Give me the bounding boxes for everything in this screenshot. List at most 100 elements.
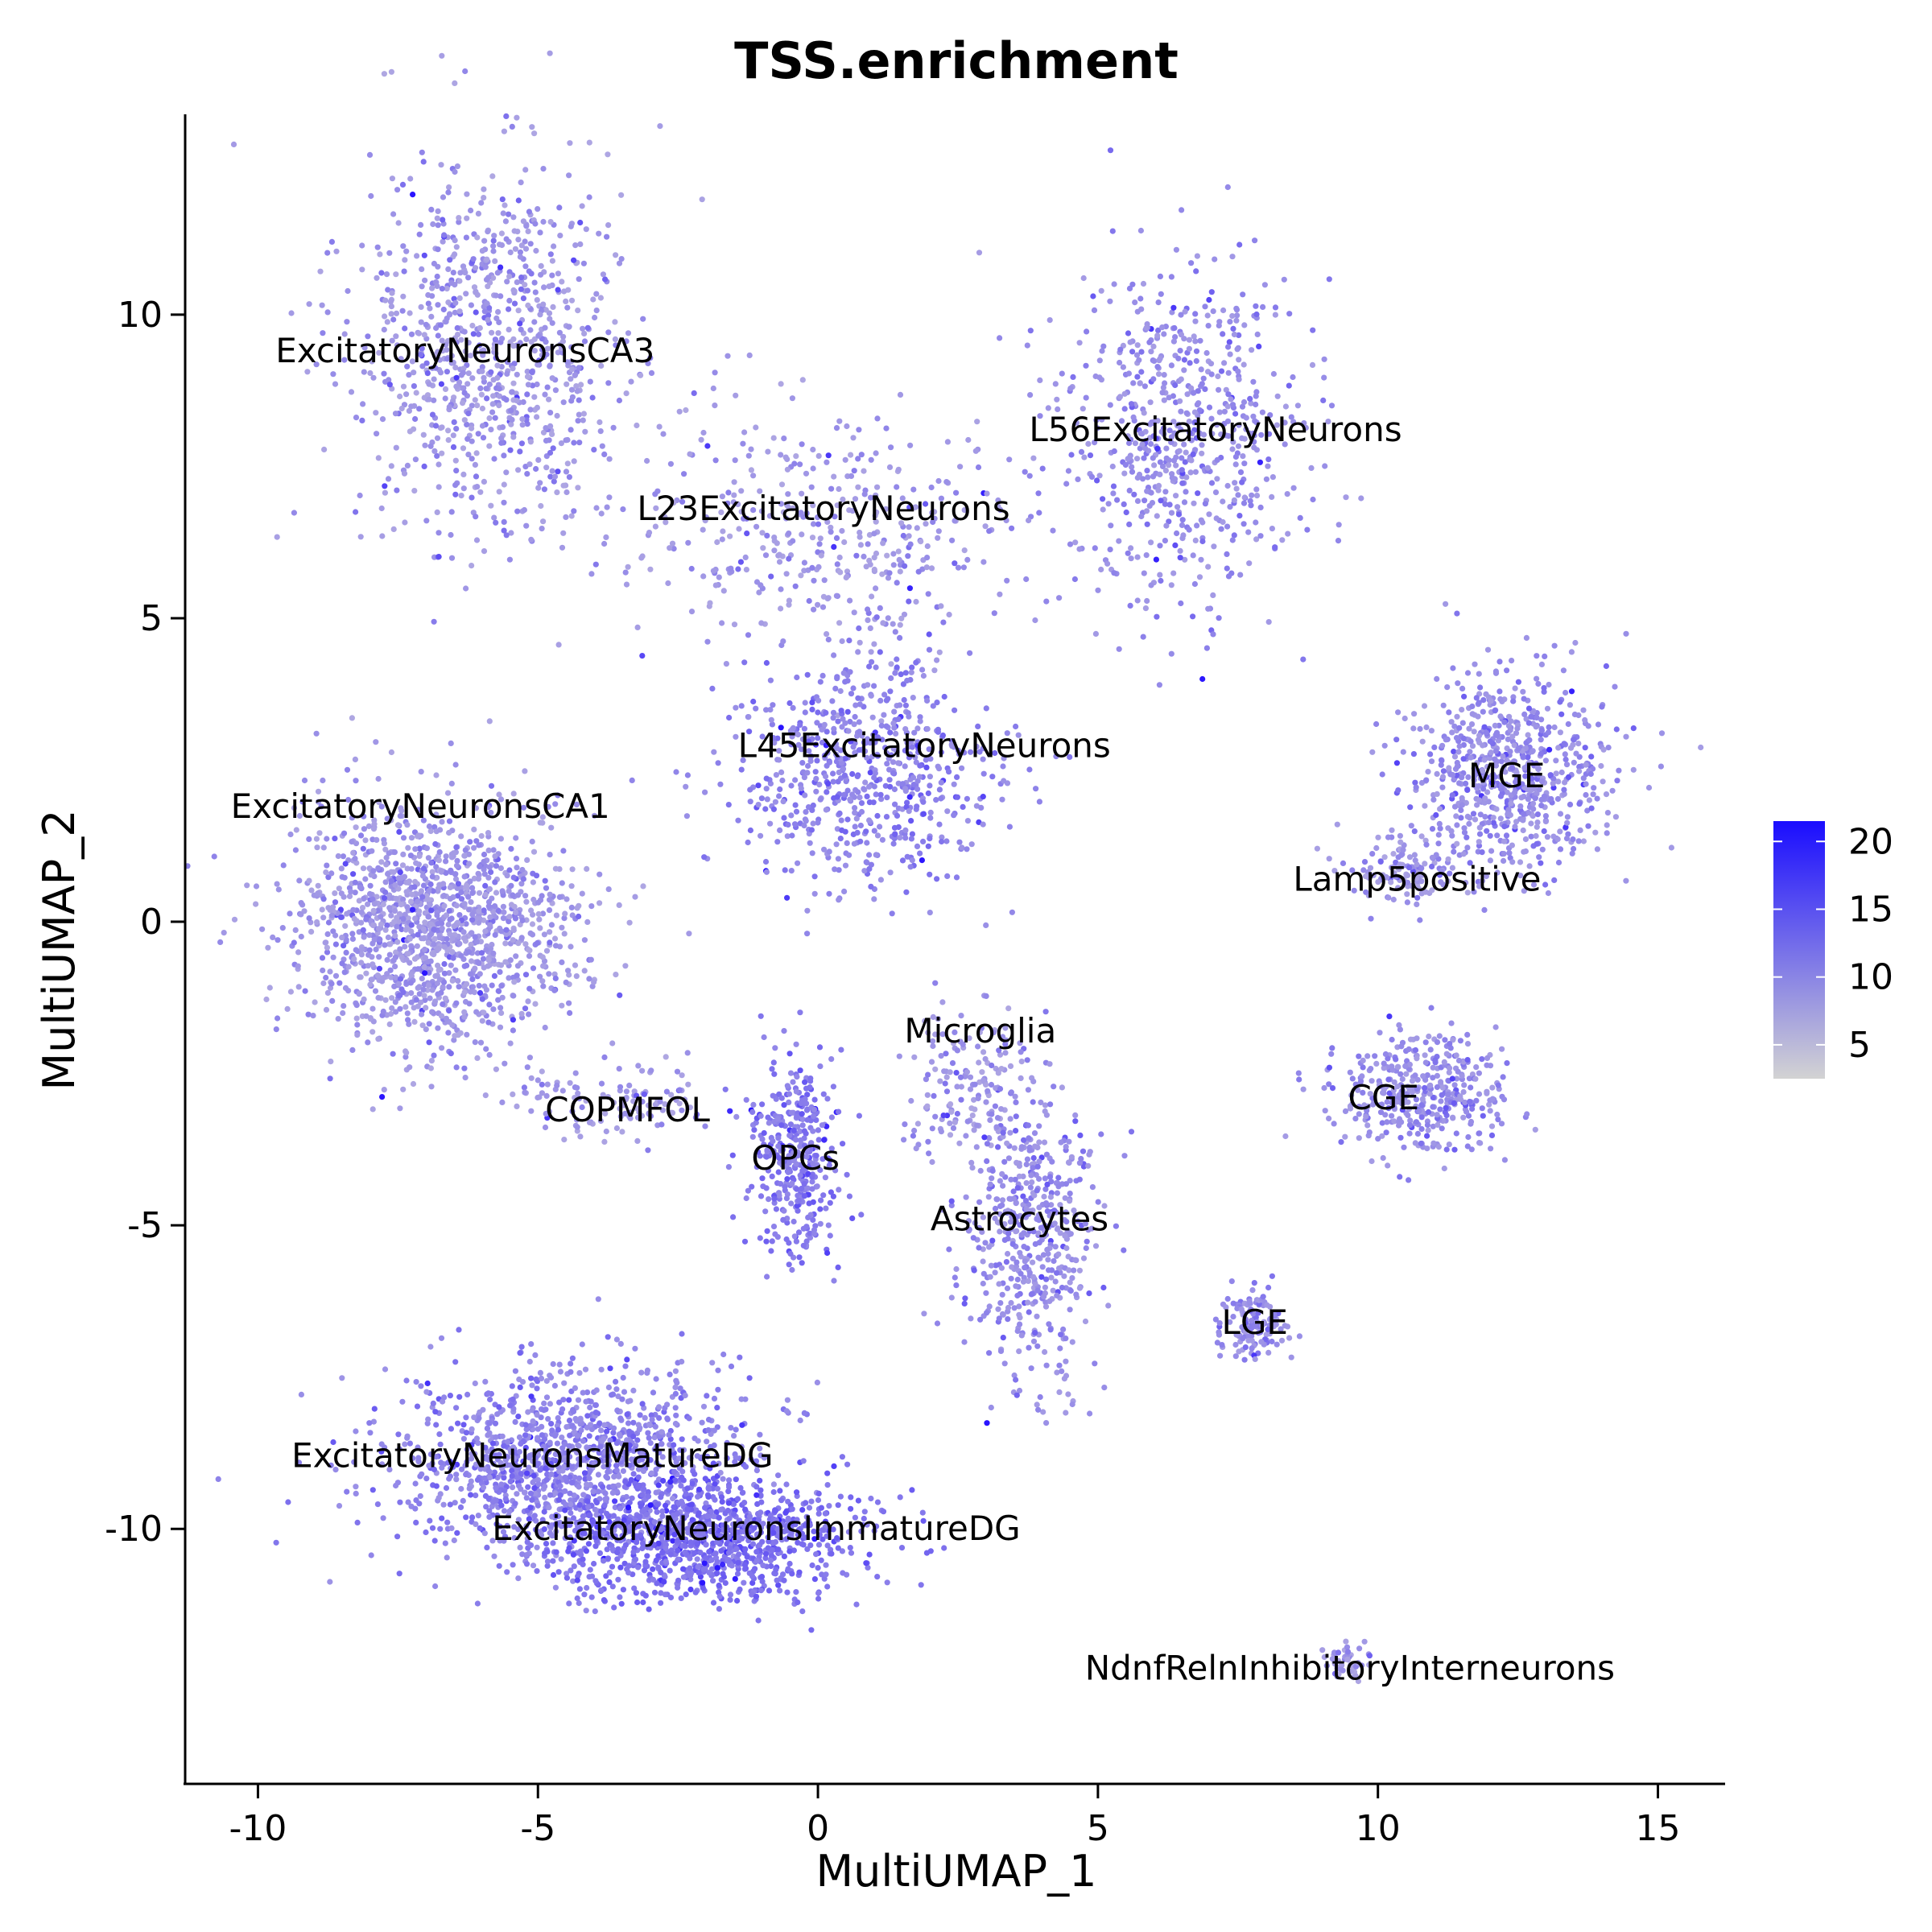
- cell-point: [460, 400, 466, 407]
- cell-point: [351, 956, 357, 962]
- cell-point: [555, 270, 562, 277]
- cell-point: [403, 1050, 410, 1056]
- cell-point: [700, 573, 707, 580]
- cell-point: [841, 791, 848, 798]
- cell-point: [762, 858, 770, 865]
- cell-point: [499, 424, 506, 431]
- cell-point: [858, 800, 865, 807]
- cell-point: [1225, 344, 1232, 350]
- cell-point: [797, 461, 803, 468]
- cell-point: [479, 405, 486, 412]
- cell-point: [942, 1080, 948, 1087]
- cell-point: [598, 362, 605, 369]
- cell-point: [683, 813, 691, 819]
- cell-point: [308, 928, 315, 935]
- cell-point: [1046, 317, 1053, 324]
- cell-point: [1439, 774, 1447, 780]
- cell-point: [704, 638, 711, 645]
- cell-point: [1030, 455, 1037, 461]
- cell-point: [1136, 357, 1142, 363]
- cell-point: [1429, 826, 1436, 832]
- cell-point: [1573, 750, 1579, 757]
- cell-point: [1483, 691, 1489, 697]
- cell-point: [1234, 346, 1241, 353]
- cell-point: [1455, 680, 1461, 687]
- cell-point: [562, 910, 568, 917]
- cell-point: [1480, 742, 1486, 749]
- cell-point: [492, 931, 498, 938]
- cell-point: [321, 446, 328, 453]
- cell-point: [938, 1053, 944, 1059]
- cell-point: [374, 244, 381, 250]
- cell-point: [1035, 490, 1042, 497]
- cell-point: [911, 1127, 918, 1134]
- cell-point: [539, 1068, 545, 1075]
- cell-point: [549, 320, 555, 326]
- cell-point: [989, 774, 996, 780]
- cell-point: [1144, 521, 1150, 527]
- cell-point: [353, 1002, 360, 1009]
- cell-point: [413, 997, 419, 1003]
- cell-point: [1411, 852, 1418, 858]
- cell-point: [559, 1002, 565, 1009]
- cell-point: [563, 298, 569, 304]
- cell-point: [393, 271, 399, 278]
- cell-point: [433, 772, 440, 778]
- cell-point: [508, 845, 514, 852]
- cell-point: [568, 943, 574, 950]
- cell-point: [436, 848, 443, 856]
- cell-point: [1125, 330, 1132, 336]
- cell-point: [848, 691, 855, 697]
- cell-point: [551, 478, 557, 485]
- cell-point: [836, 620, 843, 626]
- cell-point: [428, 921, 435, 927]
- cell-point: [541, 284, 547, 291]
- cell-point: [1551, 877, 1558, 883]
- cell-point: [423, 1005, 429, 1011]
- cell-point: [598, 510, 605, 517]
- cell-point: [1698, 744, 1704, 751]
- cell-point: [386, 905, 393, 911]
- cell-point: [1460, 756, 1467, 762]
- cell-point: [1154, 513, 1160, 519]
- cell-point: [411, 402, 418, 409]
- cell-point: [1168, 650, 1174, 657]
- cell-point: [1379, 771, 1385, 778]
- cell-point: [1075, 476, 1081, 483]
- cell-point: [411, 383, 417, 390]
- cell-point: [352, 756, 358, 763]
- cell-point: [341, 1003, 347, 1009]
- cell-point: [407, 310, 413, 316]
- cell-point: [273, 1026, 279, 1033]
- cell-point: [852, 713, 858, 720]
- cell-point: [1480, 697, 1487, 704]
- cell-point: [542, 877, 548, 884]
- cell-point: [1154, 613, 1160, 620]
- cell-point: [856, 719, 862, 725]
- cell-point: [836, 897, 842, 903]
- cell-point: [834, 675, 840, 682]
- cell-point: [588, 571, 595, 577]
- cell-point: [763, 659, 770, 667]
- cell-point: [1466, 820, 1472, 827]
- cell-point: [717, 781, 724, 787]
- cell-point: [469, 322, 476, 329]
- cell-point: [1241, 521, 1247, 527]
- cell-point: [405, 951, 411, 957]
- cell-point: [1439, 784, 1446, 791]
- cell-point: [1006, 456, 1013, 463]
- cell-point: [1453, 813, 1459, 819]
- cell-point: [479, 1018, 485, 1024]
- cell-point: [957, 464, 964, 470]
- cell-point: [810, 802, 816, 809]
- cell-point: [839, 527, 845, 535]
- cell-point: [496, 402, 502, 409]
- cell-point: [438, 868, 445, 874]
- cell-point: [506, 556, 514, 563]
- cell-point: [1501, 838, 1508, 844]
- cell-point: [518, 935, 525, 941]
- cell-point: [501, 481, 507, 488]
- cell-point: [493, 355, 499, 361]
- cell-point: [778, 586, 784, 592]
